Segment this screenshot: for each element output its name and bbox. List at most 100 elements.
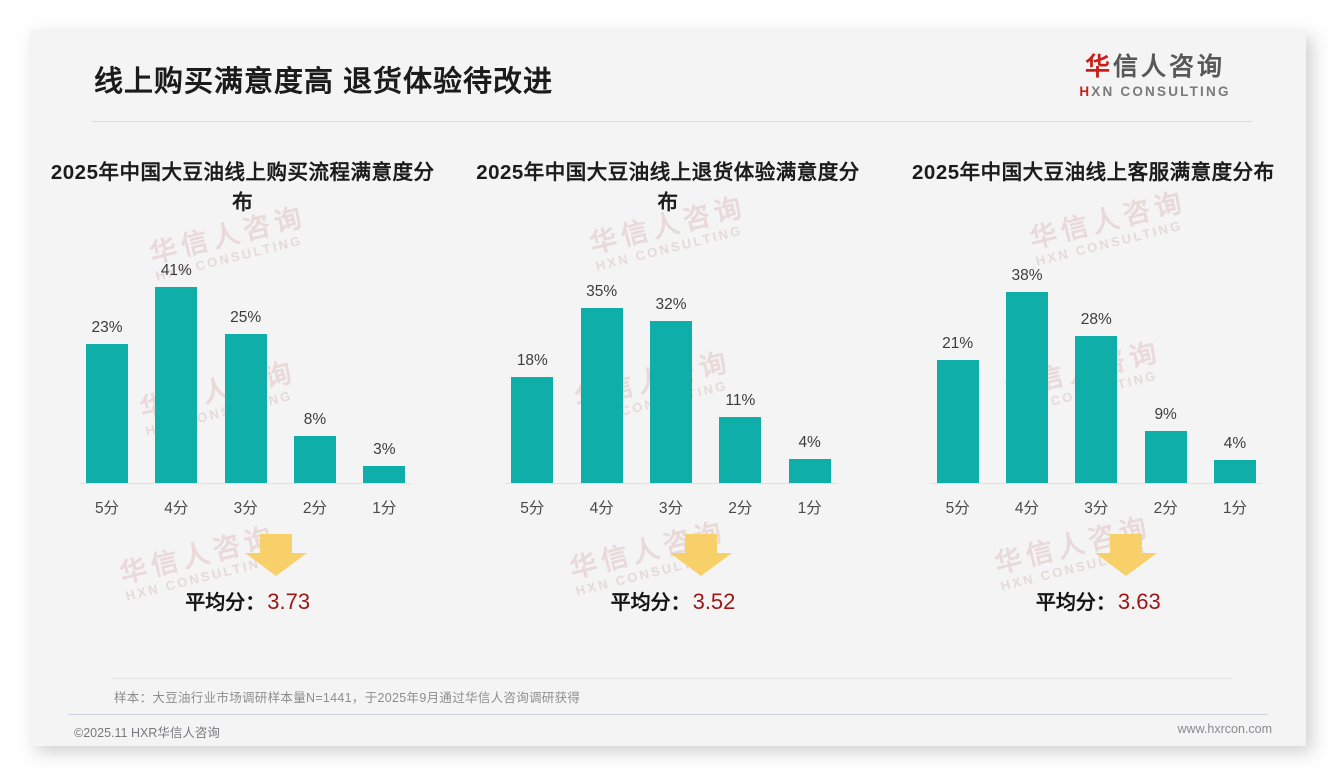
footer-divider — [68, 714, 1268, 715]
bar-group: 8% — [293, 252, 336, 484]
bar-value-label: 21% — [942, 335, 974, 352]
arrow-head — [244, 553, 307, 576]
x-axis-tick: 5分 — [94, 500, 120, 517]
x-axis-tick: 2分 — [1153, 500, 1178, 517]
bar-group: 41% — [155, 252, 198, 484]
bar-value-label: 23% — [91, 319, 123, 336]
bar[interactable] — [363, 466, 406, 484]
logo-english-red: H — [1079, 84, 1092, 100]
bar-value-label: 32% — [655, 296, 687, 313]
bar-group: 11% — [719, 252, 762, 484]
bar-value-label: 4% — [1223, 435, 1247, 452]
chart-column-return-experience: 2025年中国大豆油线上退货体验满意度分布 18% 35% 32% — [455, 134, 880, 654]
chart-baseline — [930, 483, 1262, 484]
x-axis-tick: 5分 — [520, 500, 545, 517]
bar-group: 4% — [1213, 252, 1256, 484]
average-score-label: 平均分： — [1035, 592, 1116, 614]
bar-value-label: 8% — [303, 411, 327, 428]
x-axis-tick: 1分 — [797, 500, 822, 517]
sample-note: 样本：大豆油行业市场调研样本量N=1441，于2025年9月通过华信人咨询调研获… — [114, 691, 581, 705]
bar-chart-purchase-process: 23% 41% 25% 8% — [30, 252, 455, 522]
logo-english-rest: XN CONSULTING — [1091, 84, 1231, 100]
bar[interactable] — [224, 334, 267, 484]
bar[interactable] — [1005, 292, 1048, 484]
bar-group: 9% — [1144, 252, 1187, 484]
down-arrow-icon — [1095, 534, 1158, 576]
average-score-value: 3.73 — [267, 589, 311, 614]
logo-chinese: 华信人咨询 — [1040, 54, 1270, 80]
bar-series: 18% 35% 32% 11% — [511, 252, 831, 484]
bar[interactable] — [86, 344, 128, 484]
bar-group: 3% — [363, 252, 406, 484]
average-score-container: 平均分：3.73 — [30, 586, 455, 615]
bar-series: 21% 38% 28% 9% — [936, 252, 1256, 484]
footer-copyright: ©2025.11 HXR华信人咨询 — [74, 726, 220, 740]
down-arrow-icon — [244, 534, 307, 576]
average-score: 平均分：3.73 — [185, 586, 310, 615]
x-axis-tick: 2分 — [728, 500, 753, 517]
arrow-container — [455, 534, 880, 580]
bar[interactable] — [580, 308, 623, 484]
bar[interactable] — [293, 436, 336, 484]
x-axis-tick: 3分 — [1084, 500, 1109, 517]
arrow-head — [1095, 553, 1158, 576]
average-score: 平均分：3.52 — [611, 586, 736, 615]
bar[interactable] — [936, 360, 979, 484]
bar-value-label: 11% — [725, 392, 756, 409]
logo-chinese-red: 华 — [1084, 53, 1113, 81]
chart-title: 2025年中国大豆油线上客服满意度分布 — [912, 161, 1275, 184]
arrow-shaft — [259, 534, 292, 554]
chart-baseline — [505, 483, 837, 484]
x-axis-tick: 4分 — [164, 500, 189, 517]
average-score: 平均分：3.63 — [1036, 586, 1161, 615]
note-divider — [112, 678, 1232, 679]
bar-group: 35% — [580, 252, 623, 484]
bar[interactable] — [1075, 336, 1118, 484]
chart-title: 2025年中国大豆油线上退货体验满意度分布 — [476, 161, 860, 214]
x-axis-tick: 3分 — [233, 500, 258, 517]
arrow-shaft — [684, 534, 717, 554]
bar-group: 23% — [86, 252, 128, 484]
bar[interactable] — [719, 417, 762, 484]
bar[interactable] — [1213, 460, 1256, 484]
bar-value-label: 3% — [373, 441, 396, 458]
average-score-container: 平均分：3.52 — [455, 586, 880, 615]
header-divider — [92, 121, 1252, 122]
footer-website[interactable]: www.hxrcon.com — [1177, 722, 1272, 736]
average-score-label: 平均分： — [185, 592, 266, 614]
bar[interactable] — [155, 287, 198, 484]
bar-group: 38% — [1005, 252, 1048, 484]
bar-value-label: 41% — [160, 262, 192, 279]
average-score-value: 3.52 — [692, 589, 736, 614]
page-title: 线上购买满意度高 退货体验待改进 — [94, 66, 554, 98]
x-axis-labels: 5分 4分 3分 2分 1分 — [937, 496, 1256, 518]
chart-columns: 2025年中国大豆油线上购买流程满意度分布 23% 41% 25% — [30, 134, 1306, 654]
bar-chart-return-experience: 18% 35% 32% 11% — [455, 252, 880, 522]
x-axis-tick: 5分 — [945, 500, 970, 517]
arrow-container — [30, 534, 455, 580]
slide-card: 线上购买满意度高 退货体验待改进 华信人咨询 HXN CONSULTING 华信… — [30, 30, 1306, 746]
bar-group: 28% — [1075, 252, 1118, 484]
bar[interactable] — [1144, 431, 1187, 484]
bar-chart-customer-service: 21% 38% 28% 9% — [881, 252, 1306, 522]
bar-value-label: 25% — [230, 309, 262, 326]
x-axis-tick: 4分 — [589, 500, 614, 517]
average-score-value: 3.63 — [1117, 589, 1161, 614]
down-arrow-icon — [669, 534, 732, 576]
bar-group: 21% — [936, 252, 979, 484]
logo-english: HXN CONSULTING — [1040, 84, 1270, 99]
x-axis-tick: 1分 — [1222, 500, 1248, 517]
arrow-container — [881, 534, 1306, 580]
bar-series: 23% 41% 25% 8% — [86, 252, 406, 484]
bar-value-label: 38% — [1011, 267, 1043, 284]
bar[interactable] — [788, 459, 831, 484]
bar-group: 32% — [649, 252, 692, 484]
logo-chinese-rest: 信人咨询 — [1113, 53, 1226, 81]
x-axis-tick: 1分 — [372, 500, 397, 517]
bar[interactable] — [511, 377, 554, 484]
average-score-label: 平均分： — [610, 592, 691, 614]
bar-group: 25% — [224, 252, 267, 484]
brand-logo: 华信人咨询 HXN CONSULTING — [1040, 54, 1270, 99]
bar[interactable] — [649, 321, 692, 484]
